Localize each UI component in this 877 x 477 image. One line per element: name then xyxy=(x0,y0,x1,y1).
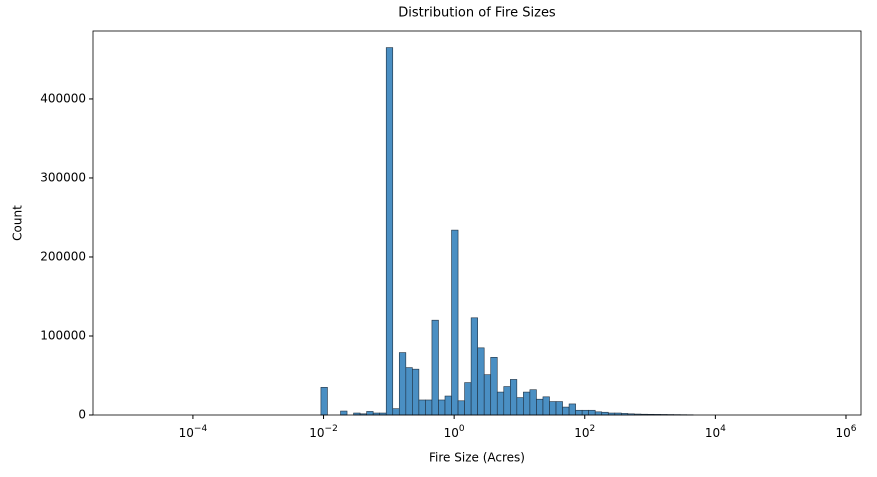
bar xyxy=(549,402,556,415)
bar xyxy=(406,368,413,415)
bar xyxy=(569,404,576,415)
x-tick-label: 10−2 xyxy=(309,424,338,440)
x-tick-label: 106 xyxy=(835,424,856,440)
bar xyxy=(563,407,570,415)
bar xyxy=(543,397,550,415)
y-tick-label: 200000 xyxy=(40,249,86,263)
bar xyxy=(478,348,485,415)
bar xyxy=(589,410,596,415)
bar xyxy=(458,401,465,415)
bar xyxy=(517,398,524,415)
bar xyxy=(504,387,511,415)
bar xyxy=(393,409,400,415)
bar xyxy=(321,387,328,415)
bar xyxy=(445,396,452,415)
bar xyxy=(510,379,517,415)
bar xyxy=(471,318,478,415)
y-tick-label: 400000 xyxy=(40,91,86,105)
bar xyxy=(386,48,393,415)
bar xyxy=(425,400,432,415)
bar xyxy=(452,230,459,415)
bar xyxy=(419,400,426,415)
bar xyxy=(602,412,609,415)
bar xyxy=(536,399,543,415)
x-tick-label: 102 xyxy=(574,424,595,440)
bar xyxy=(595,412,602,415)
bar xyxy=(491,357,498,415)
chart-title: Distribution of Fire Sizes xyxy=(398,6,556,21)
y-tick-label: 100000 xyxy=(40,328,86,342)
x-axis-label: Fire Size (Acres) xyxy=(429,451,525,465)
y-axis-label: Count xyxy=(11,205,25,241)
bar xyxy=(399,353,406,415)
x-tick-label: 100 xyxy=(444,424,465,440)
bar xyxy=(465,383,472,415)
bar xyxy=(556,402,563,415)
bar xyxy=(432,320,439,415)
bar xyxy=(412,369,419,415)
bar xyxy=(367,411,374,415)
bar xyxy=(523,392,530,415)
bar xyxy=(341,411,348,415)
y-tick-label: 300000 xyxy=(40,170,86,184)
bar xyxy=(530,390,537,415)
x-tick-label: 10−4 xyxy=(179,424,208,440)
x-tick-label: 104 xyxy=(705,424,726,440)
bar xyxy=(484,375,491,415)
bar xyxy=(576,410,583,415)
bar xyxy=(438,400,445,415)
bar xyxy=(497,392,504,415)
y-tick-label: 0 xyxy=(78,408,86,422)
bar xyxy=(582,410,589,415)
